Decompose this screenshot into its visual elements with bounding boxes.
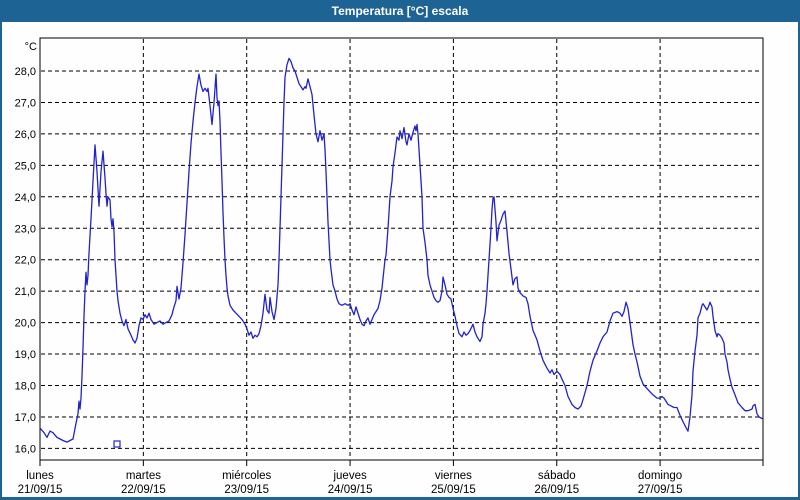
y-tick-label: 24,0 [15, 192, 36, 204]
y-axis-tick-labels: 28,0 27,0 26,0 25,0 24,0 23,0 22,0 21,0 … [15, 66, 36, 455]
y-tick-label: 26,0 [15, 129, 36, 141]
temperature-chart: °C 28,0 27,0 26,0 25,0 24,0 23,0 22,0 21… [15, 37, 764, 496]
series-marker [113, 440, 121, 448]
day-name-label: miércoles [222, 470, 271, 482]
day-date-label: 26/09/15 [534, 484, 579, 496]
day-name-label: viernes [435, 470, 472, 482]
y-tick-label: 21,0 [15, 286, 36, 298]
plot-frame [39, 37, 764, 461]
day-date-label: 24/09/15 [328, 484, 373, 496]
y-tick-label: 17,0 [15, 412, 36, 424]
day-name-label: martes [126, 470, 161, 482]
y-tick-label: 18,0 [15, 381, 36, 393]
window-title: Temperatura [°C] escala [331, 4, 469, 18]
y-axis-unit-label: °C [25, 41, 37, 53]
chart-generated-layer [39, 37, 764, 466]
y-tick-label: 25,0 [15, 160, 36, 172]
chart-area: °C 28,0 27,0 26,0 25,0 24,0 23,0 22,0 21… [2, 22, 798, 497]
day-date-label: 23/09/15 [224, 484, 269, 496]
y-tick-label: 27,0 [15, 98, 36, 110]
temperature-line [39, 57, 763, 443]
day-name-label: domingo [638, 470, 682, 482]
y-tick-label: 19,0 [15, 349, 36, 361]
day-date-label: 21/09/15 [18, 484, 63, 496]
day-name-label: lunes [26, 470, 54, 482]
y-tick-label: 20,0 [15, 318, 36, 330]
day-date-label: 25/09/15 [431, 484, 476, 496]
y-tick-label: 22,0 [15, 255, 36, 267]
y-tick-label: 28,0 [15, 66, 36, 78]
title-bar: Temperatura [°C] escala [2, 0, 798, 22]
day-name-label: jueves [332, 470, 366, 482]
day-date-label: 22/09/15 [121, 484, 166, 496]
x-axis-day-labels: lunes 21/09/15 martes 22/09/15 miércoles… [18, 470, 683, 496]
day-name-label: sábado [538, 470, 576, 482]
day-date-label: 27/09/15 [638, 484, 683, 496]
y-tick-label: 16,0 [15, 443, 36, 455]
y-tick-label: 23,0 [15, 223, 36, 235]
